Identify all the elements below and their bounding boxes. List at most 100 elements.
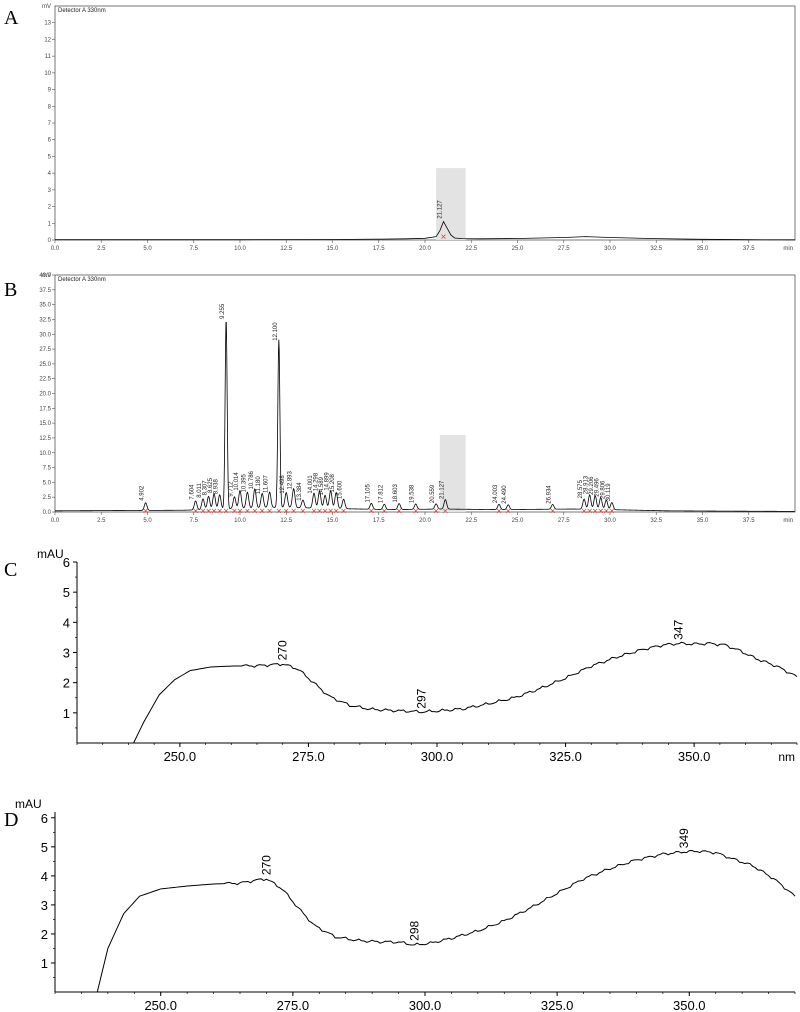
- x-tick-label: 25.0: [512, 518, 524, 524]
- x-tick-label: 37.5: [743, 246, 755, 252]
- integration-mark: [252, 508, 258, 514]
- y-tick-label: 5: [41, 840, 48, 855]
- y-tick-label: 4: [48, 171, 52, 177]
- y-tick-label: 3: [48, 188, 52, 194]
- y-tick-label: 2: [48, 205, 52, 211]
- integration-mark: [441, 234, 446, 239]
- x-tick-label: 35.0: [697, 518, 709, 524]
- integration-mark: [206, 508, 211, 514]
- chromatogram-a: 0.0 2.5 5.0 7.5 10.0 12.5 15.0 17.5 20.0 22.5 25.0…: [42, 4, 796, 252]
- peak-retention-label: 11.607: [264, 474, 270, 493]
- y-axis-unit: mAU: [15, 797, 42, 811]
- x-tick-label: 20.0: [419, 246, 431, 252]
- y-tick-label: 7.5: [43, 466, 52, 472]
- integration-mark: [267, 508, 272, 514]
- peak-retention-label: 12.498: [280, 475, 286, 494]
- integration-mark: [592, 508, 598, 514]
- integration-mark: [443, 508, 448, 514]
- integration-mark: [223, 508, 229, 514]
- integration-mark: [291, 508, 296, 514]
- y-tick-label: 35.0: [39, 303, 51, 309]
- integration-mark: [369, 508, 374, 514]
- panel-letter-d: D: [4, 809, 18, 831]
- integration-mark: [237, 508, 243, 514]
- integration-mark: [259, 508, 265, 514]
- y-tick-label: 0: [48, 238, 52, 244]
- peak-retention-label: 11.180: [256, 476, 262, 495]
- integration-mark: [328, 508, 333, 514]
- peak-retention-label: 26.934: [547, 485, 553, 504]
- spectrum-trace: [133, 641, 798, 744]
- y-tick-label: 4: [41, 869, 48, 884]
- y-tick-label: 25.0: [39, 362, 51, 368]
- x-tick-label: 325.0: [541, 998, 574, 1012]
- peak-retention-label: 20.559: [430, 484, 436, 503]
- integration-mark: [550, 508, 555, 514]
- x-tick-label: 27.5: [558, 518, 570, 524]
- peak-retention-label: 14.001: [308, 475, 314, 494]
- plot-frame: [54, 274, 796, 513]
- y-tick-label: 0.0: [43, 510, 52, 516]
- panel-letter-a: A: [4, 7, 19, 29]
- chromatogram-b: 0.0 2.5 5.0 7.5 10.0 12.5 15.0 17.5 20.0 22.5 25.0…: [39, 273, 796, 524]
- y-tick-label: 7: [48, 121, 52, 127]
- integration-mark: [232, 508, 237, 514]
- integration-mark: [143, 508, 148, 514]
- y-tick-label: 5.0: [43, 480, 52, 486]
- x-tick-label: 27.5: [558, 246, 570, 252]
- peak-retention-label: 4.902: [140, 485, 146, 501]
- peak-retention-label: 9.712: [228, 481, 234, 497]
- x-tick-label: 250.0: [164, 749, 197, 764]
- y-tick-label: 2.5: [43, 495, 52, 501]
- x-tick-label: 15.0: [327, 246, 339, 252]
- x-tick-label: 30.0: [604, 246, 616, 252]
- y-tick-label: 5: [63, 585, 70, 600]
- wavelength-annotation: 297: [415, 688, 429, 708]
- x-tick-label: 2.5: [97, 518, 106, 524]
- wavelength-annotation: 347: [672, 619, 686, 639]
- peak-retention-label: 8.011: [197, 483, 203, 498]
- plot-frame: [54, 5, 796, 241]
- peak-retention-label: 29.206: [589, 476, 595, 495]
- integration-mark: [193, 508, 198, 514]
- x-tick-label: 250.0: [144, 998, 177, 1012]
- x-tick-label: 0.0: [51, 246, 60, 252]
- peak-retention-label: 8.938: [214, 479, 220, 495]
- integration-mark: [506, 508, 511, 514]
- x-tick-label: 7.5: [190, 518, 199, 524]
- y-tick-label: 6: [63, 555, 70, 570]
- peak-retention-label: 13.384: [297, 482, 303, 501]
- peak-retention-label: 14.298: [314, 472, 320, 491]
- integration-mark: [396, 508, 402, 514]
- peak-retention-label: 9.255: [220, 303, 226, 319]
- y-tick-label: 2: [41, 927, 48, 942]
- wavelength-annotation: 298: [407, 920, 421, 940]
- x-tick-label: 350.0: [678, 749, 711, 764]
- y-tick-label: 37.5: [39, 288, 51, 294]
- integration-mark: [322, 508, 328, 514]
- integration-mark: [598, 508, 603, 514]
- x-tick-label: 5.0: [143, 518, 152, 524]
- integration-mark: [496, 508, 502, 514]
- integration-mark: [284, 508, 289, 514]
- peak-retention-label: 14.899: [325, 472, 331, 491]
- peak-retention-label: 17.812: [378, 484, 384, 503]
- x-tick-label: 12.5: [280, 246, 292, 252]
- spectrum-trace: [96, 850, 796, 993]
- y-tick-label: 2: [63, 676, 70, 691]
- panel-letter-c: C: [4, 559, 17, 581]
- peak-retention-label: 30.119: [606, 483, 612, 502]
- wavelength-annotation: 270: [259, 855, 273, 875]
- integration-mark: [300, 508, 306, 514]
- chromatogram-trace: [55, 220, 796, 241]
- y-tick-label: 5: [48, 154, 52, 160]
- y-tick-label: 12: [44, 37, 51, 43]
- chromatogram-trace: [55, 321, 795, 512]
- wavelength-annotation: 270: [276, 640, 290, 660]
- y-tick-label: 10.0: [39, 451, 51, 457]
- detector-label: Detector A 330nm: [58, 277, 106, 283]
- x-tick-label: 275.0: [292, 749, 325, 764]
